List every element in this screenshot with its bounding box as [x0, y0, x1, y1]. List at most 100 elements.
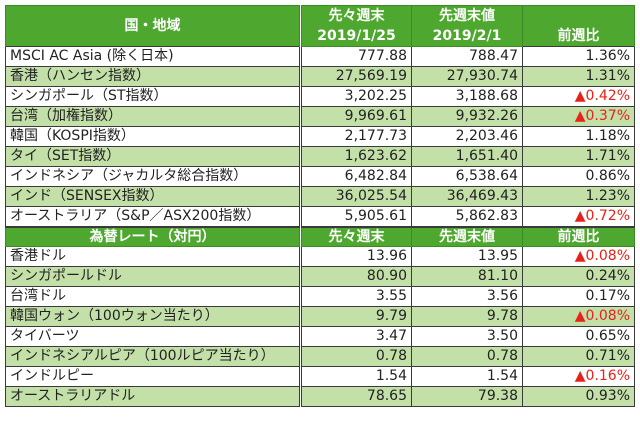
- fx-header-prev2-week-label: 先々週末: [300, 226, 412, 247]
- fx-prev2-value: 80.90: [300, 266, 412, 287]
- header-change: 前週比: [522, 5, 635, 47]
- fx-name: 韓国ウォン（100ウォン当たり）: [5, 306, 302, 327]
- index-prev2-value: 27,569.19: [300, 66, 412, 87]
- fx-prev2-value: 13.96: [300, 246, 412, 267]
- fx-change-negative: ▲0.16%: [522, 366, 635, 387]
- index-change-negative: ▲0.72%: [522, 206, 635, 228]
- fx-prev-value: 13.95: [411, 246, 523, 267]
- fx-name: インドルピー: [5, 366, 302, 387]
- fx-change: 0.65%: [522, 326, 635, 347]
- index-prev2-value: 3,202.25: [300, 86, 412, 107]
- index-change: 1.36%: [522, 46, 635, 67]
- fx-change-negative: ▲0.08%: [522, 306, 635, 327]
- fx-name: 台湾ドル: [5, 286, 302, 307]
- fx-header-row: 為替レート（対円） 先々週末 先週末値 前週比: [5, 226, 635, 247]
- index-prev-value: 27,930.74: [411, 66, 523, 87]
- index-name: 韓国（KOSPI指数）: [5, 126, 302, 147]
- fx-change-negative: ▲0.08%: [522, 246, 635, 267]
- fx-prev-value: 3.50: [411, 326, 523, 347]
- index-prev-value: 788.47: [411, 46, 523, 67]
- fx-row: 韓国ウォン（100ウォン当たり） 9.79 9.78 ▲0.08%: [5, 306, 635, 327]
- fx-row: インドネシアルピア（100ルピア当たり） 0.78 0.78 0.71%: [5, 346, 635, 367]
- index-prev2-value: 9,969.61: [300, 106, 412, 127]
- fx-name: シンガポールドル: [5, 266, 302, 287]
- index-prev2-value: 5,905.61: [300, 206, 412, 228]
- index-name: インドネシア（ジャカルタ総合指数）: [5, 166, 302, 187]
- fx-change: 0.71%: [522, 346, 635, 367]
- index-prev-value: 2,203.46: [411, 126, 523, 147]
- fx-name: インドネシアルピア（100ルピア当たり）: [5, 346, 302, 367]
- index-change-negative: ▲0.42%: [522, 86, 635, 107]
- fx-prev-value: 79.38: [411, 386, 523, 407]
- fx-header-change: 前週比: [522, 226, 635, 247]
- index-change: 1.23%: [522, 186, 635, 207]
- indices-header-row-1: 国・地域 先々週末 先週末値 前週比: [5, 5, 635, 47]
- index-prev-value: 6,538.64: [411, 166, 523, 187]
- index-row: 台湾（加権指数） 9,969.61 9,932.26 ▲0.37%: [5, 106, 635, 127]
- fx-prev2-value: 3.47: [300, 326, 412, 347]
- index-row: 韓国（KOSPI指数） 2,177.73 2,203.46 1.18%: [5, 126, 635, 147]
- index-row: シンガポール（ST指数） 3,202.25 3,188.68 ▲0.42%: [5, 86, 635, 107]
- index-name: 台湾（加権指数）: [5, 106, 302, 127]
- index-name: MSCI AC Asia (除く日本): [5, 46, 302, 67]
- index-prev-value: 1,651.40: [411, 146, 523, 167]
- index-row: インドネシア（ジャカルタ総合指数） 6,482.84 6,538.64 0.86…: [5, 166, 635, 187]
- fx-name: タイバーツ: [5, 326, 302, 347]
- fx-row: シンガポールドル 80.90 81.10 0.24%: [5, 266, 635, 287]
- fx-prev-value: 0.78: [411, 346, 523, 367]
- index-change: 1.71%: [522, 146, 635, 167]
- fx-change: 0.17%: [522, 286, 635, 307]
- fx-prev-value: 9.78: [411, 306, 523, 327]
- fx-prev2-value: 1.54: [300, 366, 412, 387]
- index-name: シンガポール（ST指数）: [5, 86, 302, 107]
- market-summary-table-container: 国・地域 先々週末 先週末値 前週比 2019/1/25 2019/2/1 MS…: [5, 5, 635, 407]
- index-name: オーストラリア（S&P／ASX200指数）: [5, 206, 302, 228]
- index-change: 0.86%: [522, 166, 635, 187]
- fx-prev-value: 1.54: [411, 366, 523, 387]
- header-prev-week-date: 2019/2/1: [411, 26, 523, 47]
- header-prev2-week-date: 2019/1/25: [300, 26, 412, 47]
- index-prev-value: 36,469.43: [411, 186, 523, 207]
- fx-prev2-value: 3.55: [300, 286, 412, 307]
- header-prev2-week-label: 先々週末: [300, 5, 412, 26]
- index-prev2-value: 6,482.84: [300, 166, 412, 187]
- index-row: タイ（SET指数） 1,623.62 1,651.40 1.71%: [5, 146, 635, 167]
- index-prev2-value: 2,177.73: [300, 126, 412, 147]
- index-change-negative: ▲0.37%: [522, 106, 635, 127]
- header-prev-week-label: 先週末値: [411, 5, 523, 26]
- fx-prev-value: 3.56: [411, 286, 523, 307]
- index-prev-value: 5,862.83: [411, 206, 523, 228]
- fx-row: オーストラリアドル 78.65 79.38 0.93%: [5, 386, 635, 407]
- fx-row: タイバーツ 3.47 3.50 0.65%: [5, 326, 635, 347]
- index-prev-value: 9,932.26: [411, 106, 523, 127]
- fx-header-prev-week-label: 先週末値: [411, 226, 523, 247]
- index-prev2-value: 36,025.54: [300, 186, 412, 207]
- fx-change: 0.24%: [522, 266, 635, 287]
- index-name: 香港（ハンセン指数）: [5, 66, 302, 87]
- fx-header-title: 為替レート（対円）: [5, 226, 302, 247]
- index-row: インド（SENSEX指数） 36,025.54 36,469.43 1.23%: [5, 186, 635, 207]
- fx-prev-value: 81.10: [411, 266, 523, 287]
- index-prev2-value: 1,623.62: [300, 146, 412, 167]
- index-row: MSCI AC Asia (除く日本) 777.88 788.47 1.36%: [5, 46, 635, 67]
- index-change: 1.18%: [522, 126, 635, 147]
- index-prev2-value: 777.88: [300, 46, 412, 67]
- index-row: 香港（ハンセン指数） 27,569.19 27,930.74 1.31%: [5, 66, 635, 87]
- fx-prev2-value: 9.79: [300, 306, 412, 327]
- fx-row: 台湾ドル 3.55 3.56 0.17%: [5, 286, 635, 307]
- market-summary-table: 国・地域 先々週末 先週末値 前週比 2019/1/25 2019/2/1 MS…: [5, 5, 635, 407]
- index-change: 1.31%: [522, 66, 635, 87]
- fx-change: 0.93%: [522, 386, 635, 407]
- index-row: オーストラリア（S&P／ASX200指数） 5,905.61 5,862.83 …: [5, 206, 635, 228]
- index-name: インド（SENSEX指数）: [5, 186, 302, 207]
- fx-row: 香港ドル 13.96 13.95 ▲0.08%: [5, 246, 635, 267]
- indices-header-row-2: 2019/1/25 2019/2/1: [6, 26, 635, 47]
- fx-row: インドルピー 1.54 1.54 ▲0.16%: [5, 366, 635, 387]
- index-name: タイ（SET指数）: [5, 146, 302, 167]
- fx-name: オーストラリアドル: [5, 386, 302, 407]
- header-region: 国・地域: [5, 5, 302, 47]
- fx-name: 香港ドル: [5, 246, 302, 267]
- index-prev-value: 3,188.68: [411, 86, 523, 107]
- fx-prev2-value: 0.78: [300, 346, 412, 367]
- fx-prev2-value: 78.65: [300, 386, 412, 407]
